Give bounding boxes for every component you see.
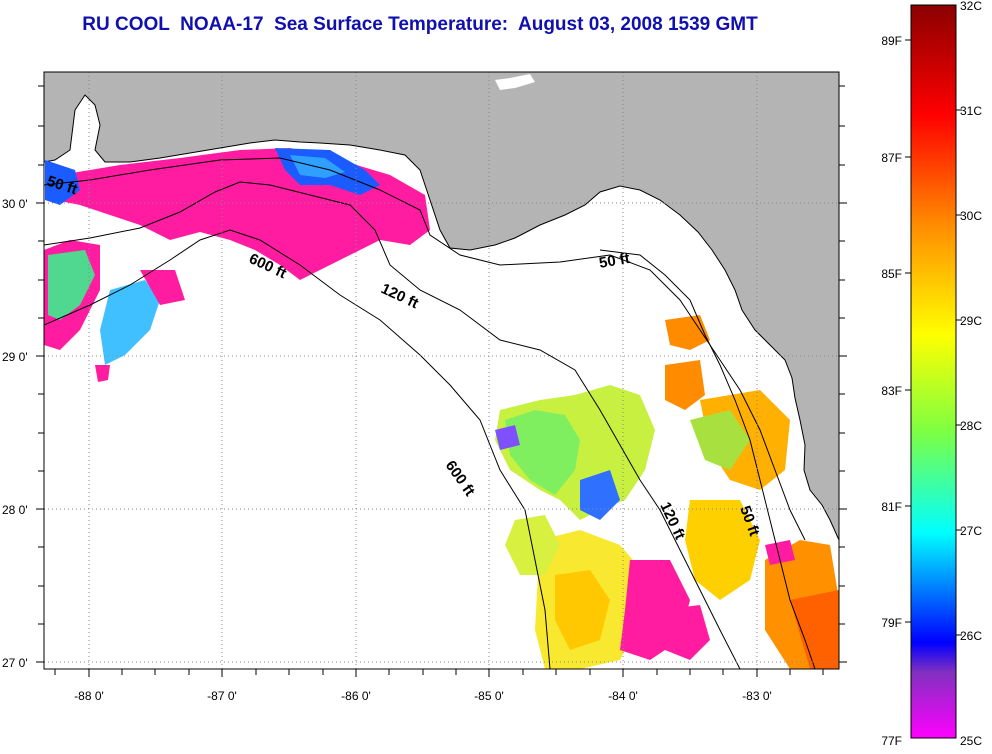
colorbar-f-label: 87F xyxy=(881,151,902,165)
colorbar-f-label: 77F xyxy=(881,734,902,748)
latitude-label: 30 0' xyxy=(2,197,28,211)
latitude-label: 29 0' xyxy=(2,350,28,364)
plot-frame xyxy=(43,71,840,670)
colorbar-f-label: 79F xyxy=(881,616,902,630)
longitude-label: -84 0' xyxy=(608,689,638,703)
colorbar-f-label: 85F xyxy=(881,267,902,281)
land-mass xyxy=(44,72,839,541)
colorbar-c-label: 27C xyxy=(960,524,982,538)
latitude-label: 27 0' xyxy=(2,656,28,670)
colorbar-c-label: 26C xyxy=(960,629,982,643)
latitude-labels: 30 0' 29 0' 28 0' 27 0' xyxy=(2,197,28,670)
colorbar-c-label: 28C xyxy=(960,419,982,433)
colorbar-c-label: 31C xyxy=(960,104,982,118)
bathymetry-contours xyxy=(44,157,816,669)
longitude-label: -87 0' xyxy=(207,689,237,703)
colorbar-ticks xyxy=(905,39,962,636)
axis-ticks xyxy=(36,85,847,677)
colorbar-c-label: 25C xyxy=(960,734,982,748)
longitude-label: -85 0' xyxy=(474,689,504,703)
colorbar-f-label: 89F xyxy=(881,34,902,48)
longitude-labels: -88 0' -87 0' -86 0' -85 0' -84 0' -83 0… xyxy=(74,689,772,703)
colorbar-c-label: 29C xyxy=(960,314,982,328)
sst-pixels xyxy=(44,148,839,669)
longitude-label: -83 0' xyxy=(742,689,772,703)
island-patch xyxy=(495,74,535,90)
colorbar-f-label: 81F xyxy=(881,500,902,514)
longitude-label: -86 0' xyxy=(341,689,371,703)
colorbar: 89F 87F 85F 83F 81F 79F 77F 32C 31C 30C … xyxy=(881,0,982,748)
map-title: RU COOL NOAA-17 Sea Surface Temperature:… xyxy=(82,14,758,35)
colorbar-c-label: 30C xyxy=(960,209,982,223)
colorbar-c-label: 32C xyxy=(960,0,982,13)
colorbar-f-label: 83F xyxy=(881,384,902,398)
graticule xyxy=(44,72,839,669)
colorbar-gradient xyxy=(910,4,957,739)
latitude-label: 28 0' xyxy=(2,503,28,517)
contour-label: 50 ft xyxy=(598,250,631,272)
longitude-label: -88 0' xyxy=(74,689,104,703)
plot-area: 50 ft 600 ft 120 ft 50 ft 600 ft 120 ft … xyxy=(44,72,839,669)
